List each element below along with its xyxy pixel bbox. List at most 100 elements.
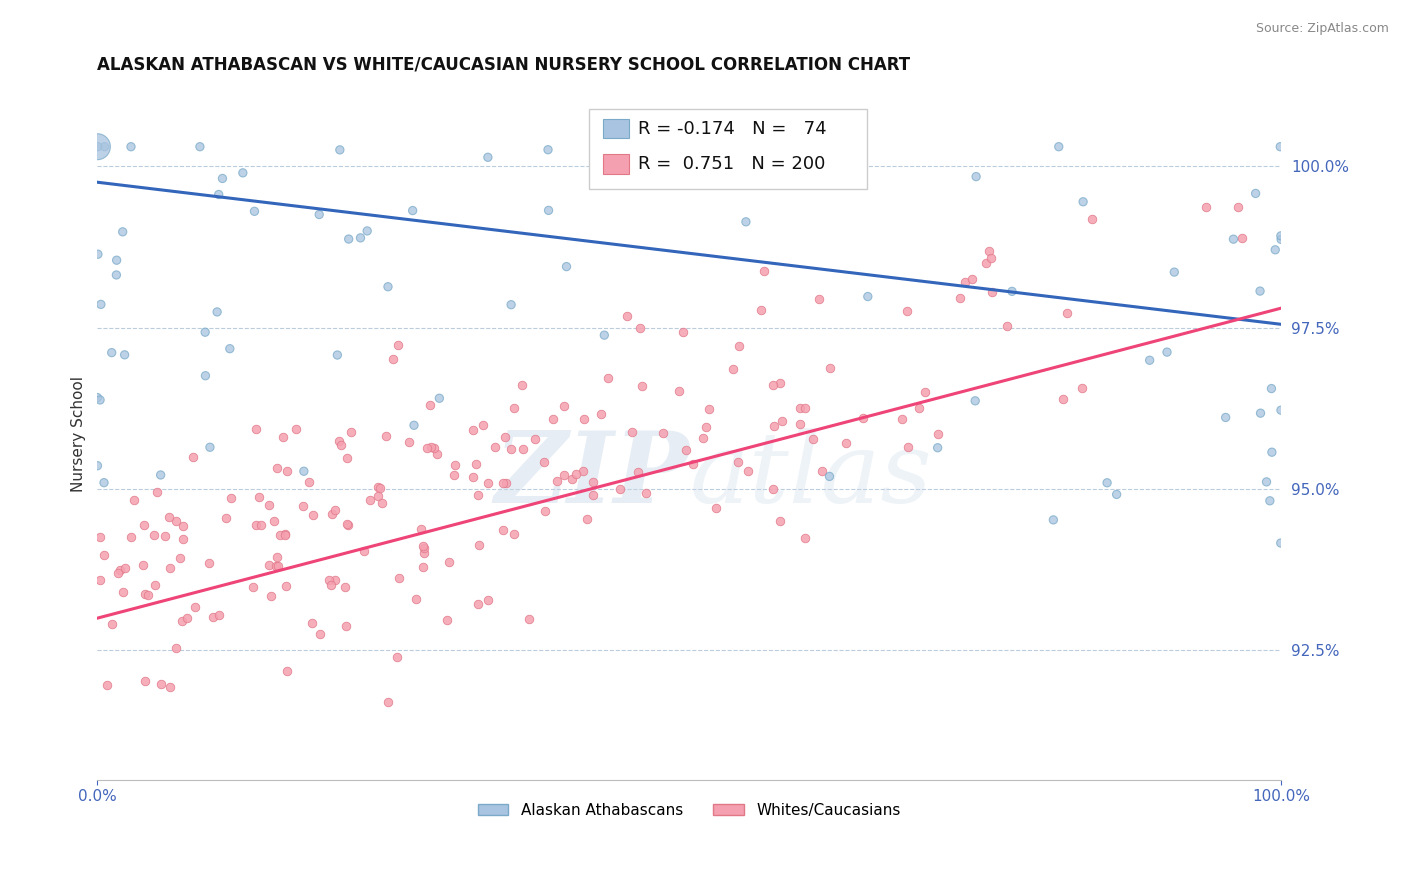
Text: R =  0.751   N = 200: R = 0.751 N = 200	[638, 155, 825, 173]
Point	[323, 573, 346, 587]
Point	[553, 399, 575, 413]
Point	[737, 464, 759, 478]
Point	[142, 528, 165, 542]
Point	[419, 398, 441, 412]
Point	[1222, 232, 1244, 246]
Point	[242, 580, 264, 594]
Point	[330, 438, 353, 452]
Point	[245, 422, 267, 436]
Point	[211, 171, 233, 186]
Point	[494, 430, 516, 444]
Point	[671, 139, 693, 153]
Point	[477, 475, 499, 490]
Point	[169, 551, 191, 566]
Point	[108, 563, 131, 577]
Point	[960, 272, 983, 286]
Point	[769, 376, 792, 391]
Point	[789, 417, 811, 432]
Point	[1056, 306, 1078, 320]
Point	[555, 260, 578, 274]
Point	[89, 574, 111, 588]
Point	[1139, 353, 1161, 368]
Point	[269, 528, 291, 542]
Point	[672, 325, 695, 339]
Point	[721, 362, 744, 376]
Point	[266, 550, 288, 565]
Point	[176, 611, 198, 625]
Point	[86, 458, 108, 473]
Point	[159, 561, 181, 575]
Text: Source: ZipAtlas.com: Source: ZipAtlas.com	[1256, 22, 1389, 36]
Point	[155, 529, 177, 543]
Point	[359, 492, 381, 507]
Point	[598, 371, 620, 385]
Point	[420, 441, 443, 455]
Text: atlas: atlas	[689, 428, 932, 524]
Point	[575, 512, 598, 526]
Point	[533, 455, 555, 469]
Point	[205, 305, 228, 319]
Point	[908, 401, 931, 415]
Point	[510, 377, 533, 392]
Point	[111, 225, 134, 239]
Point	[219, 491, 242, 505]
Text: R = -0.174   N =   74: R = -0.174 N = 74	[638, 120, 827, 137]
Point	[461, 424, 484, 438]
Point	[436, 613, 458, 627]
Point	[810, 464, 832, 478]
Point	[675, 442, 697, 457]
Point	[620, 425, 643, 439]
Point	[980, 251, 1002, 265]
Point	[291, 499, 314, 513]
Point	[1270, 139, 1292, 153]
Point	[1270, 536, 1292, 550]
Point	[609, 482, 631, 496]
Point	[574, 412, 596, 426]
Point	[308, 626, 330, 640]
Text: ZIP: ZIP	[495, 427, 689, 524]
Point	[134, 587, 156, 601]
Point	[260, 589, 283, 603]
Point	[387, 650, 409, 665]
Point	[172, 519, 194, 533]
Point	[503, 401, 526, 416]
Point	[387, 571, 409, 585]
Point	[412, 541, 434, 555]
Point	[1249, 284, 1271, 298]
Legend: Alaskan Athabascans, Whites/Caucasians: Alaskan Athabascans, Whites/Caucasians	[472, 797, 907, 824]
Point	[572, 464, 595, 478]
Point	[537, 203, 560, 218]
Point	[166, 641, 188, 656]
Point	[492, 523, 515, 537]
Point	[630, 378, 652, 392]
Point	[651, 425, 673, 440]
Point	[402, 418, 425, 433]
Point	[1215, 410, 1237, 425]
Point	[114, 348, 136, 362]
Point	[159, 680, 181, 694]
Point	[492, 475, 515, 490]
Point	[468, 538, 491, 552]
Point	[198, 556, 221, 570]
Point	[763, 419, 786, 434]
Point	[412, 546, 434, 560]
Point	[100, 345, 122, 359]
Point	[628, 321, 651, 335]
Point	[377, 695, 399, 709]
Point	[208, 187, 231, 202]
Point	[697, 402, 720, 417]
Point	[495, 476, 517, 491]
Point	[1244, 186, 1267, 201]
Point	[1270, 403, 1292, 417]
Point	[523, 432, 546, 446]
Point	[112, 585, 135, 599]
Point	[416, 442, 439, 456]
Point	[423, 441, 446, 455]
Point	[1270, 232, 1292, 246]
Point	[914, 385, 936, 400]
Point	[682, 457, 704, 471]
Point	[188, 139, 211, 153]
Point	[302, 508, 325, 522]
Point	[267, 559, 290, 574]
Point	[105, 268, 128, 282]
